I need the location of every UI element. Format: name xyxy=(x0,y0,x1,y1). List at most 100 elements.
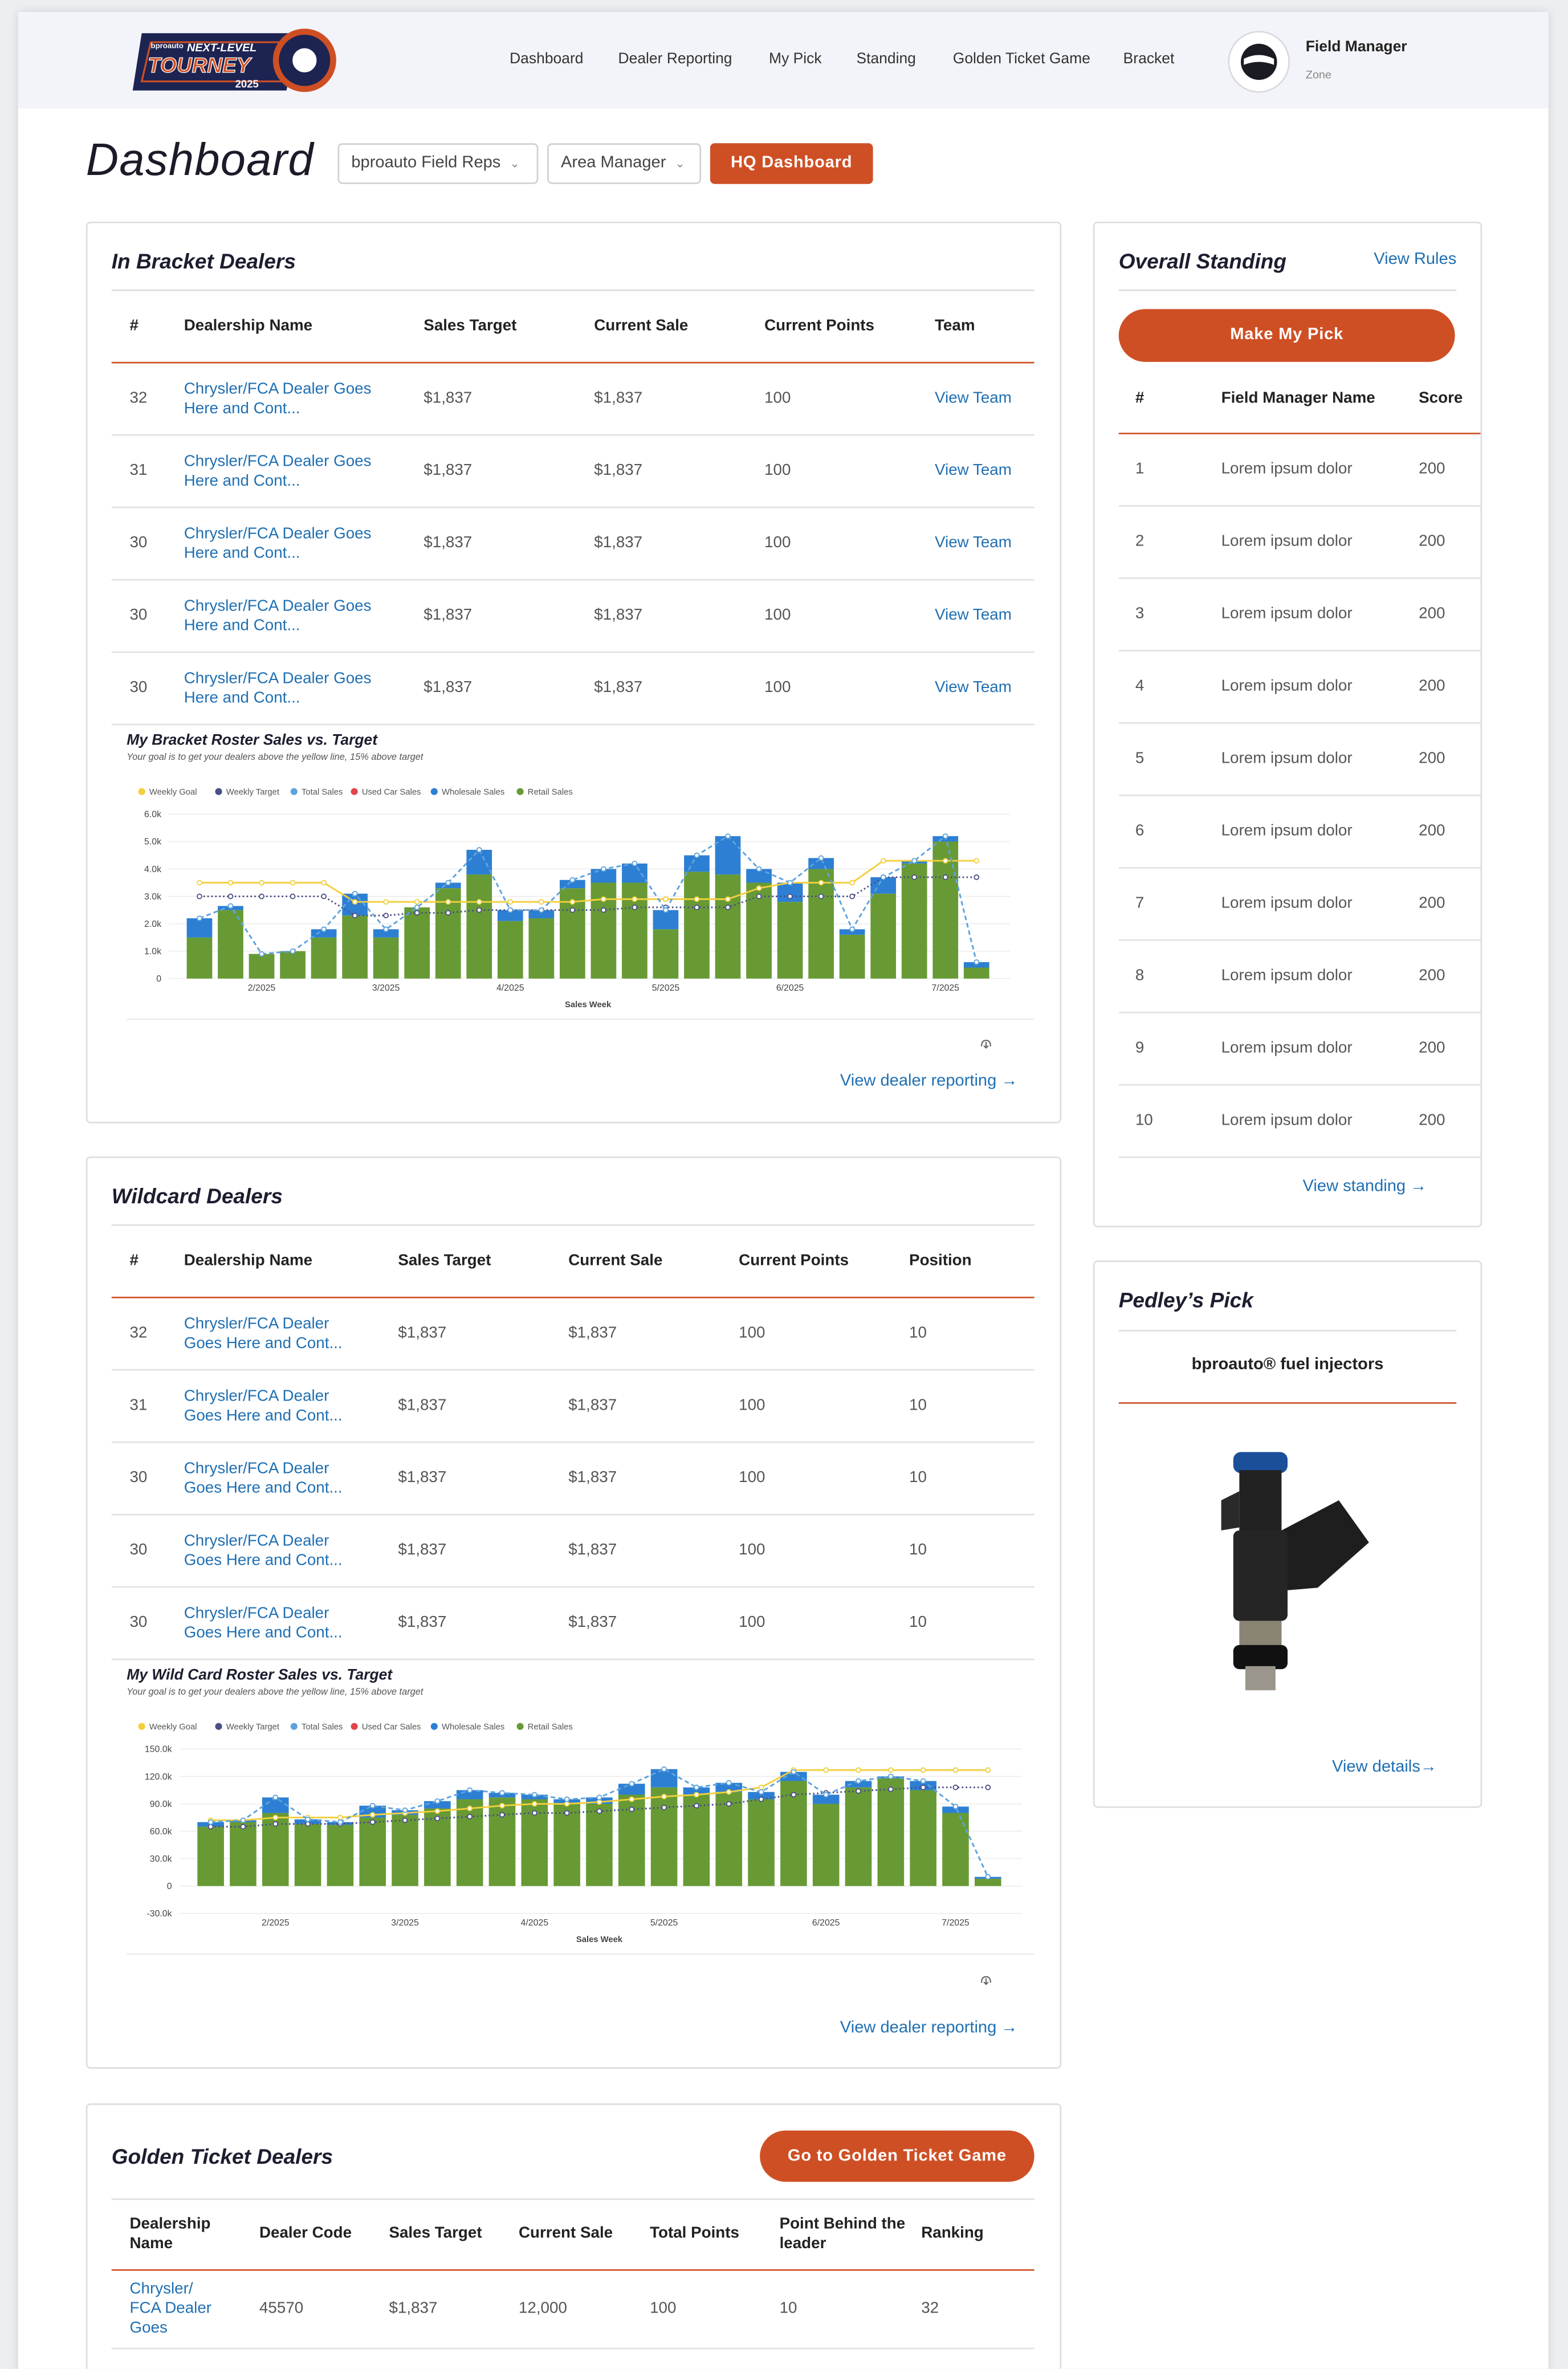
bar-segment xyxy=(327,1825,354,1886)
table-link[interactable]: View Team xyxy=(935,606,1012,625)
table-link[interactable]: Chrysler/FCA Dealer Goes Here and Cont..… xyxy=(184,451,372,490)
line-series xyxy=(199,860,977,903)
view-details-link[interactable]: View details→ xyxy=(1332,1758,1437,1777)
bar-segment xyxy=(845,1781,872,1788)
bar-segment xyxy=(488,1797,516,1886)
dealer-reporting-link[interactable]: View dealer reporting → xyxy=(840,1072,1018,1090)
dealer-reporting-link[interactable]: View dealer reporting → xyxy=(840,2018,1018,2037)
view-standing-link[interactable]: View standing → xyxy=(1302,1177,1427,1196)
bar-segment xyxy=(683,1787,710,1795)
bar-segment xyxy=(839,934,865,979)
line-point xyxy=(974,959,980,965)
x-tick-label: 6/2025 xyxy=(776,983,804,993)
table-link[interactable]: Chrysler/FCA Dealer Goes Here and Cont..… xyxy=(184,379,372,417)
golden-game-button[interactable]: Go to Golden Ticket Game xyxy=(760,2130,1035,2182)
table-cell: $1,837 xyxy=(398,1396,447,1415)
logo[interactable]: bproauto NEXT-LEVEL TOURNEY 2025 xyxy=(129,24,340,99)
line-point xyxy=(887,1786,894,1792)
line-point xyxy=(352,913,358,919)
legend-label: Weekly Target xyxy=(226,1723,279,1732)
view-rules-link[interactable]: View Rules xyxy=(1374,250,1457,268)
line-point xyxy=(661,1766,667,1772)
table-cell: 10 xyxy=(909,1324,927,1342)
nav-link[interactable]: Golden Ticket Game xyxy=(952,51,1090,68)
table-row: 32 Chrysler/FCA Dealer Goes Here and Cont… xyxy=(111,1299,1035,1371)
nav-link[interactable]: Bracket xyxy=(1123,51,1175,68)
table-link[interactable]: Chrysler/FCA Dealer Goes Here and Cont..… xyxy=(184,524,372,562)
wildcard-chart: My Wild Card Roster Sales vs. Target Your… xyxy=(127,1666,1035,1955)
avatar[interactable] xyxy=(1227,30,1290,93)
make-pick-button[interactable]: Make My Pick xyxy=(1118,309,1455,362)
line-point xyxy=(725,904,731,910)
line-point xyxy=(880,858,886,864)
logo-line1: NEXT-LEVEL xyxy=(187,42,256,54)
table-link[interactable]: Chrysler/FCA Dealer Goes Here and Cont..… xyxy=(184,596,372,634)
chevron: ⌄ xyxy=(675,157,686,170)
bar-segment xyxy=(653,929,679,979)
line-point xyxy=(569,877,576,883)
table-cell: 32 xyxy=(129,389,148,408)
divider xyxy=(1118,1402,1457,1404)
line-point xyxy=(259,880,264,886)
filter-dropdown[interactable]: bproauto Field Reps ⌄ xyxy=(337,143,539,184)
column-header: # xyxy=(1135,388,1145,406)
table-link[interactable]: Chrysler/FCA Dealer Goes Here and Cont..… xyxy=(184,669,372,707)
table-cell: $1,837 xyxy=(594,678,643,697)
line-point xyxy=(564,1796,570,1802)
table-cell: Lorem ipsum dolor xyxy=(1221,459,1353,478)
table-link[interactable]: Chrysler/FCA Dealer Goes Here and Cont..… xyxy=(184,1603,343,1642)
nav-link[interactable]: My Pick xyxy=(769,51,822,68)
table-cell: 32 xyxy=(129,1324,148,1342)
bar-segment xyxy=(560,880,585,889)
nav-link[interactable]: Dashboard xyxy=(510,51,584,68)
line-point xyxy=(856,1767,861,1773)
table-link[interactable]: View Team xyxy=(935,389,1012,408)
column-header: Field Manager Name xyxy=(1221,388,1375,406)
line-point xyxy=(476,899,482,905)
nav-link[interactable]: Dealer Reporting xyxy=(618,51,732,68)
column-header: Score xyxy=(1419,388,1463,406)
table-link[interactable]: Chrysler/FCA Dealer Goes Here and Cont..… xyxy=(184,1531,343,1569)
line-point xyxy=(663,907,669,913)
bar-segment xyxy=(974,1878,1001,1886)
column-header: Current Sale xyxy=(568,1251,663,1270)
bar-segment xyxy=(870,893,897,979)
table-link[interactable]: Chrysler/ FCA Dealer Goes xyxy=(129,2280,212,2338)
line-point xyxy=(259,893,264,899)
injector-body xyxy=(1239,1470,1282,1534)
hq-dashboard-button[interactable]: HQ Dashboard xyxy=(710,143,873,184)
line-point xyxy=(694,1792,699,1798)
table-link[interactable]: View Team xyxy=(935,534,1012,552)
table-cell: 30 xyxy=(129,678,148,697)
table-link[interactable]: View Team xyxy=(935,678,1012,697)
download-icon[interactable] xyxy=(979,1972,993,1987)
bar-segment xyxy=(528,910,555,919)
table-link[interactable]: Chrysler/FCA Dealer Goes Here and Cont..… xyxy=(184,1314,343,1352)
nav-link[interactable]: Standing xyxy=(856,51,916,68)
table-row: 30 Chrysler/FCA Dealer Goes Here and Cont… xyxy=(111,1588,1035,1660)
download-icon[interactable] xyxy=(979,1036,993,1051)
icon-path xyxy=(980,1040,991,1047)
line-point xyxy=(596,1799,602,1805)
line-point xyxy=(791,1792,797,1798)
chart-title: My Bracket Roster Sales vs. Target xyxy=(127,731,378,748)
table-link[interactable]: View Team xyxy=(935,461,1012,480)
line-point xyxy=(726,1780,732,1786)
filter-dropdown[interactable]: Area Manager ⌄ xyxy=(547,143,702,184)
line-point xyxy=(507,899,514,905)
table-link[interactable]: Chrysler/FCA Dealer Goes Here and Cont..… xyxy=(184,1459,343,1497)
table-row: 8 Lorem ipsum dolor 200 xyxy=(1118,941,1481,1013)
table-cell: $1,837 xyxy=(568,1396,617,1415)
legend-label: Weekly Goal xyxy=(149,1723,197,1732)
line-point xyxy=(531,1792,537,1798)
line-point xyxy=(880,874,886,880)
table-cell: 200 xyxy=(1419,459,1445,478)
table-cell: 9 xyxy=(1135,1039,1145,1057)
line-point xyxy=(952,1784,959,1790)
chart-subtitle: Your goal is to get your dealers above t… xyxy=(127,1687,424,1697)
line-point xyxy=(227,903,234,909)
table-link[interactable]: Chrysler/FCA Dealer Goes Here and Cont..… xyxy=(184,1386,343,1424)
table-cell: 200 xyxy=(1419,821,1445,840)
table-cell: Lorem ipsum dolor xyxy=(1221,1039,1353,1057)
table-cell: $1,837 xyxy=(594,534,643,552)
